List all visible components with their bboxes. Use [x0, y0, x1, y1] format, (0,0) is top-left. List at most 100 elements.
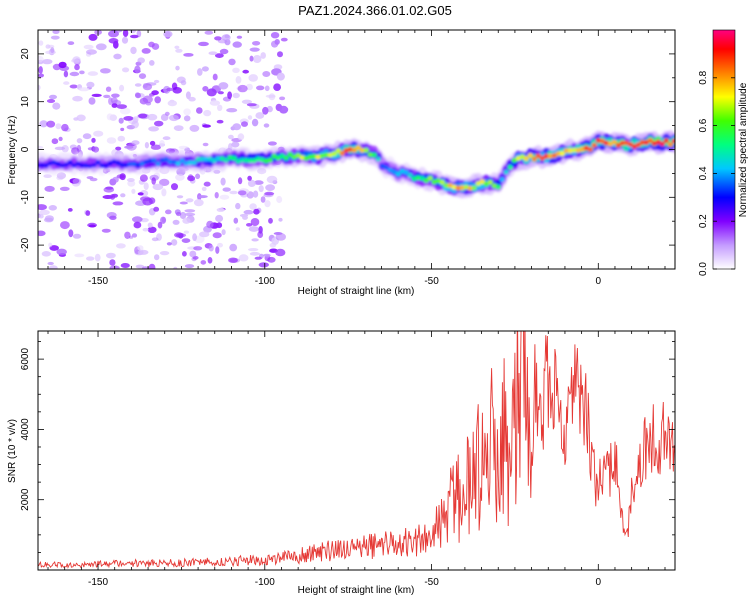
ridge-blob: [299, 155, 305, 161]
noise-blob: [280, 37, 288, 42]
noise-blob: [202, 142, 209, 147]
noise-blob: [159, 251, 170, 256]
noise-blob: [250, 218, 260, 226]
noise-blob: [41, 251, 51, 257]
noise-blob: [149, 93, 155, 97]
noise-blob: [201, 186, 207, 192]
ridge-blob: [95, 160, 101, 165]
noise-blob: [108, 97, 113, 105]
noise-blob: [119, 107, 131, 115]
ridge-blob: [211, 158, 217, 164]
ridge-blob: [103, 163, 109, 169]
noise-blob: [111, 93, 120, 98]
noise-blob: [232, 92, 240, 99]
noise-blob: [124, 231, 131, 239]
ridge-blob: [387, 167, 393, 173]
ridge-blob: [631, 144, 637, 149]
noise-blob: [228, 134, 234, 140]
noise-blob: [151, 177, 156, 185]
spectrogram-noise-layer: [38, 30, 289, 269]
ridge-blob: [667, 142, 673, 148]
colorbar-tick-label: 0.6: [698, 118, 709, 132]
noise-blob: [246, 103, 257, 107]
noise-blob: [92, 146, 100, 153]
ridge-blob: [207, 156, 213, 162]
noise-blob: [112, 176, 119, 183]
ridge-blob: [403, 170, 409, 175]
ridge-blob: [147, 158, 153, 164]
ridge-blob: [171, 159, 177, 165]
noise-blob: [260, 52, 267, 59]
noise-blob: [258, 185, 264, 193]
ridge-blob: [383, 165, 389, 171]
noise-blob: [82, 133, 92, 140]
ridge-blob: [511, 158, 517, 163]
noise-blob: [264, 200, 271, 208]
ridge-blob: [75, 161, 81, 167]
ridge-blob: [647, 138, 653, 143]
noise-blob: [236, 35, 243, 39]
noise-blob: [113, 53, 122, 60]
ridge-blob: [191, 160, 197, 166]
ridge-blob: [131, 161, 137, 167]
ridge-blob: [615, 142, 621, 148]
ridge-blob: [491, 183, 497, 189]
noise-blob: [235, 76, 242, 84]
noise-blob: [180, 80, 187, 86]
ridge-blob: [167, 159, 173, 165]
noise-blob: [88, 97, 96, 105]
noise-blob: [78, 87, 90, 92]
ridge-blob: [423, 178, 429, 183]
noise-blob: [184, 264, 195, 269]
noise-blob: [176, 195, 184, 199]
noise-blob: [118, 117, 124, 124]
noise-blob: [48, 265, 58, 269]
noise-blob: [46, 99, 56, 103]
noise-blob: [115, 146, 122, 151]
noise-blob: [148, 263, 156, 269]
spectrogram-ridge-layer: [38, 130, 675, 199]
ridge-blob: [419, 176, 425, 181]
noise-blob: [232, 41, 242, 48]
noise-blob: [103, 186, 115, 193]
noise-blob: [130, 46, 137, 55]
noise-blob: [276, 195, 283, 204]
noise-blob: [231, 141, 240, 148]
snr-axes: -150 -100 -50 0 2000 4000 6000: [20, 331, 675, 588]
ridge-blob: [523, 156, 529, 162]
noise-blob: [147, 222, 153, 228]
noise-blob: [44, 185, 55, 192]
noise-blob: [109, 194, 116, 200]
noise-blob: [214, 36, 222, 41]
ridge-blob: [215, 156, 221, 161]
noise-blob: [121, 36, 129, 44]
noise-blob: [56, 172, 66, 180]
noise-blob: [198, 41, 209, 47]
noise-blob: [279, 96, 286, 101]
noise-blob: [119, 173, 126, 181]
noise-blob: [202, 86, 209, 92]
noise-blob: [221, 229, 226, 236]
y-tick-label: 10: [20, 96, 31, 108]
noise-blob: [49, 245, 59, 251]
noise-blob: [58, 61, 67, 69]
ridge-blob: [83, 163, 89, 169]
x-tick-label: -50: [424, 276, 439, 287]
snr-panel: -150 -100 -50 0 2000 4000 6000 Height of strai…: [7, 330, 676, 596]
noise-blob: [166, 242, 172, 246]
ridge-blob: [591, 142, 597, 148]
noise-blob: [60, 221, 70, 230]
ridge-blob: [451, 184, 457, 190]
noise-blob: [238, 254, 249, 262]
noise-blob: [183, 53, 194, 57]
noise-blob: [130, 34, 139, 39]
noise-blob: [197, 195, 208, 199]
ridge-blob: [71, 163, 77, 169]
noise-blob: [63, 70, 69, 78]
ridge-blob: [367, 152, 373, 158]
noise-blob: [199, 231, 210, 238]
noise-blob: [167, 100, 177, 107]
noise-blob: [174, 45, 180, 49]
